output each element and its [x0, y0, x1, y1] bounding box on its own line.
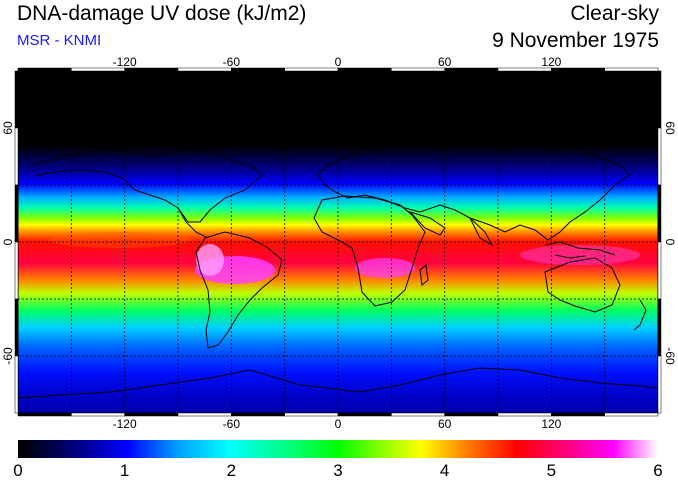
lon-tick-label-bottom: 60 — [438, 417, 452, 431]
colorbar-tick-label: 3 — [333, 461, 342, 480]
colorbar-ticks: 0 1 2 3 4 5 6 — [13, 461, 662, 480]
lat-labels-left: 60 0 -60 — [1, 121, 15, 365]
frame-tick-top — [284, 67, 339, 72]
lat-tick-label-right: 60 — [663, 121, 677, 135]
lat-tick-label-left: -60 — [1, 347, 15, 365]
graticule — [18, 71, 658, 413]
frame-tick-bottom — [284, 412, 339, 417]
frame-tick-right — [657, 298, 662, 357]
frame-tick-left — [14, 355, 19, 414]
frame-tick-bottom — [124, 412, 179, 417]
frame-tick-top — [17, 67, 72, 72]
frame-tick-bottom — [231, 412, 285, 417]
frame-tick-bottom — [391, 412, 445, 417]
lon-tick-label-bottom: 120 — [541, 417, 561, 431]
lat-tick-label-left: 60 — [1, 121, 15, 135]
frame-tick-left — [14, 127, 19, 186]
frame-ticks — [14, 67, 662, 417]
frame-tick-bottom — [444, 412, 499, 417]
lon-tick-label-top: -60 — [223, 55, 241, 69]
colorbar-tick-label: 0 — [13, 461, 22, 480]
lon-tick-label-bottom: 0 — [335, 417, 342, 431]
coastlines — [18, 104, 658, 399]
lon-tick-label-top: 0 — [335, 55, 342, 69]
frame-tick-bottom — [177, 412, 232, 417]
frame-tick-left — [14, 241, 19, 300]
lon-tick-label-bottom: -120 — [113, 417, 137, 431]
frame-tick-bottom — [497, 412, 552, 417]
lon-tick-label-bottom: -60 — [223, 417, 241, 431]
colorbar-tick-label: 5 — [547, 461, 556, 480]
date-label: 9 November 1975 — [492, 29, 659, 52]
lon-labels-top: -120 -60 0 60 120 — [113, 55, 562, 69]
frame-tick-right — [657, 355, 662, 414]
lat-tick-label-left: 0 — [1, 238, 15, 245]
lat-tick-label-right: -60 — [663, 347, 677, 365]
frame-tick-bottom — [337, 412, 392, 417]
frame-tick-left — [14, 298, 19, 357]
lon-tick-label-top: 60 — [438, 55, 452, 69]
frame-tick-top — [337, 67, 392, 72]
frame-tick-right — [657, 184, 662, 243]
frame-tick-bottom — [551, 412, 605, 417]
frame-tick-bottom — [604, 412, 659, 417]
colorbar-tick-label: 2 — [227, 461, 236, 480]
lat-tick-label-right: 0 — [663, 239, 677, 246]
frame-tick-top — [604, 67, 659, 72]
frame-tick-right — [657, 70, 662, 129]
frame-tick-top — [444, 67, 499, 72]
frame-tick-bottom — [17, 412, 72, 417]
colorbar-tick-label: 1 — [120, 461, 129, 480]
colorbar-tick-label: 6 — [653, 461, 662, 480]
lon-tick-label-top: -120 — [113, 55, 137, 69]
map-title: DNA-damage UV dose (kJ/m2) — [17, 2, 307, 25]
lon-tick-label-top: 120 — [541, 55, 561, 69]
frame-tick-bottom — [71, 412, 125, 417]
frame-tick-top — [391, 67, 445, 72]
source-label: MSR - KNMI — [17, 32, 102, 49]
lon-labels-bottom: -120 -60 0 60 120 — [113, 417, 562, 431]
sky-condition-label: Clear-sky — [570, 2, 659, 25]
frame-tick-left — [14, 184, 19, 243]
colorbar — [18, 440, 658, 458]
frame-tick-left — [14, 70, 19, 129]
colorbar-tick-label: 4 — [440, 461, 449, 480]
frame-tick-right — [657, 127, 662, 186]
frame-tick-right — [657, 241, 662, 300]
lat-labels-right: 60 0 -60 — [663, 121, 677, 365]
